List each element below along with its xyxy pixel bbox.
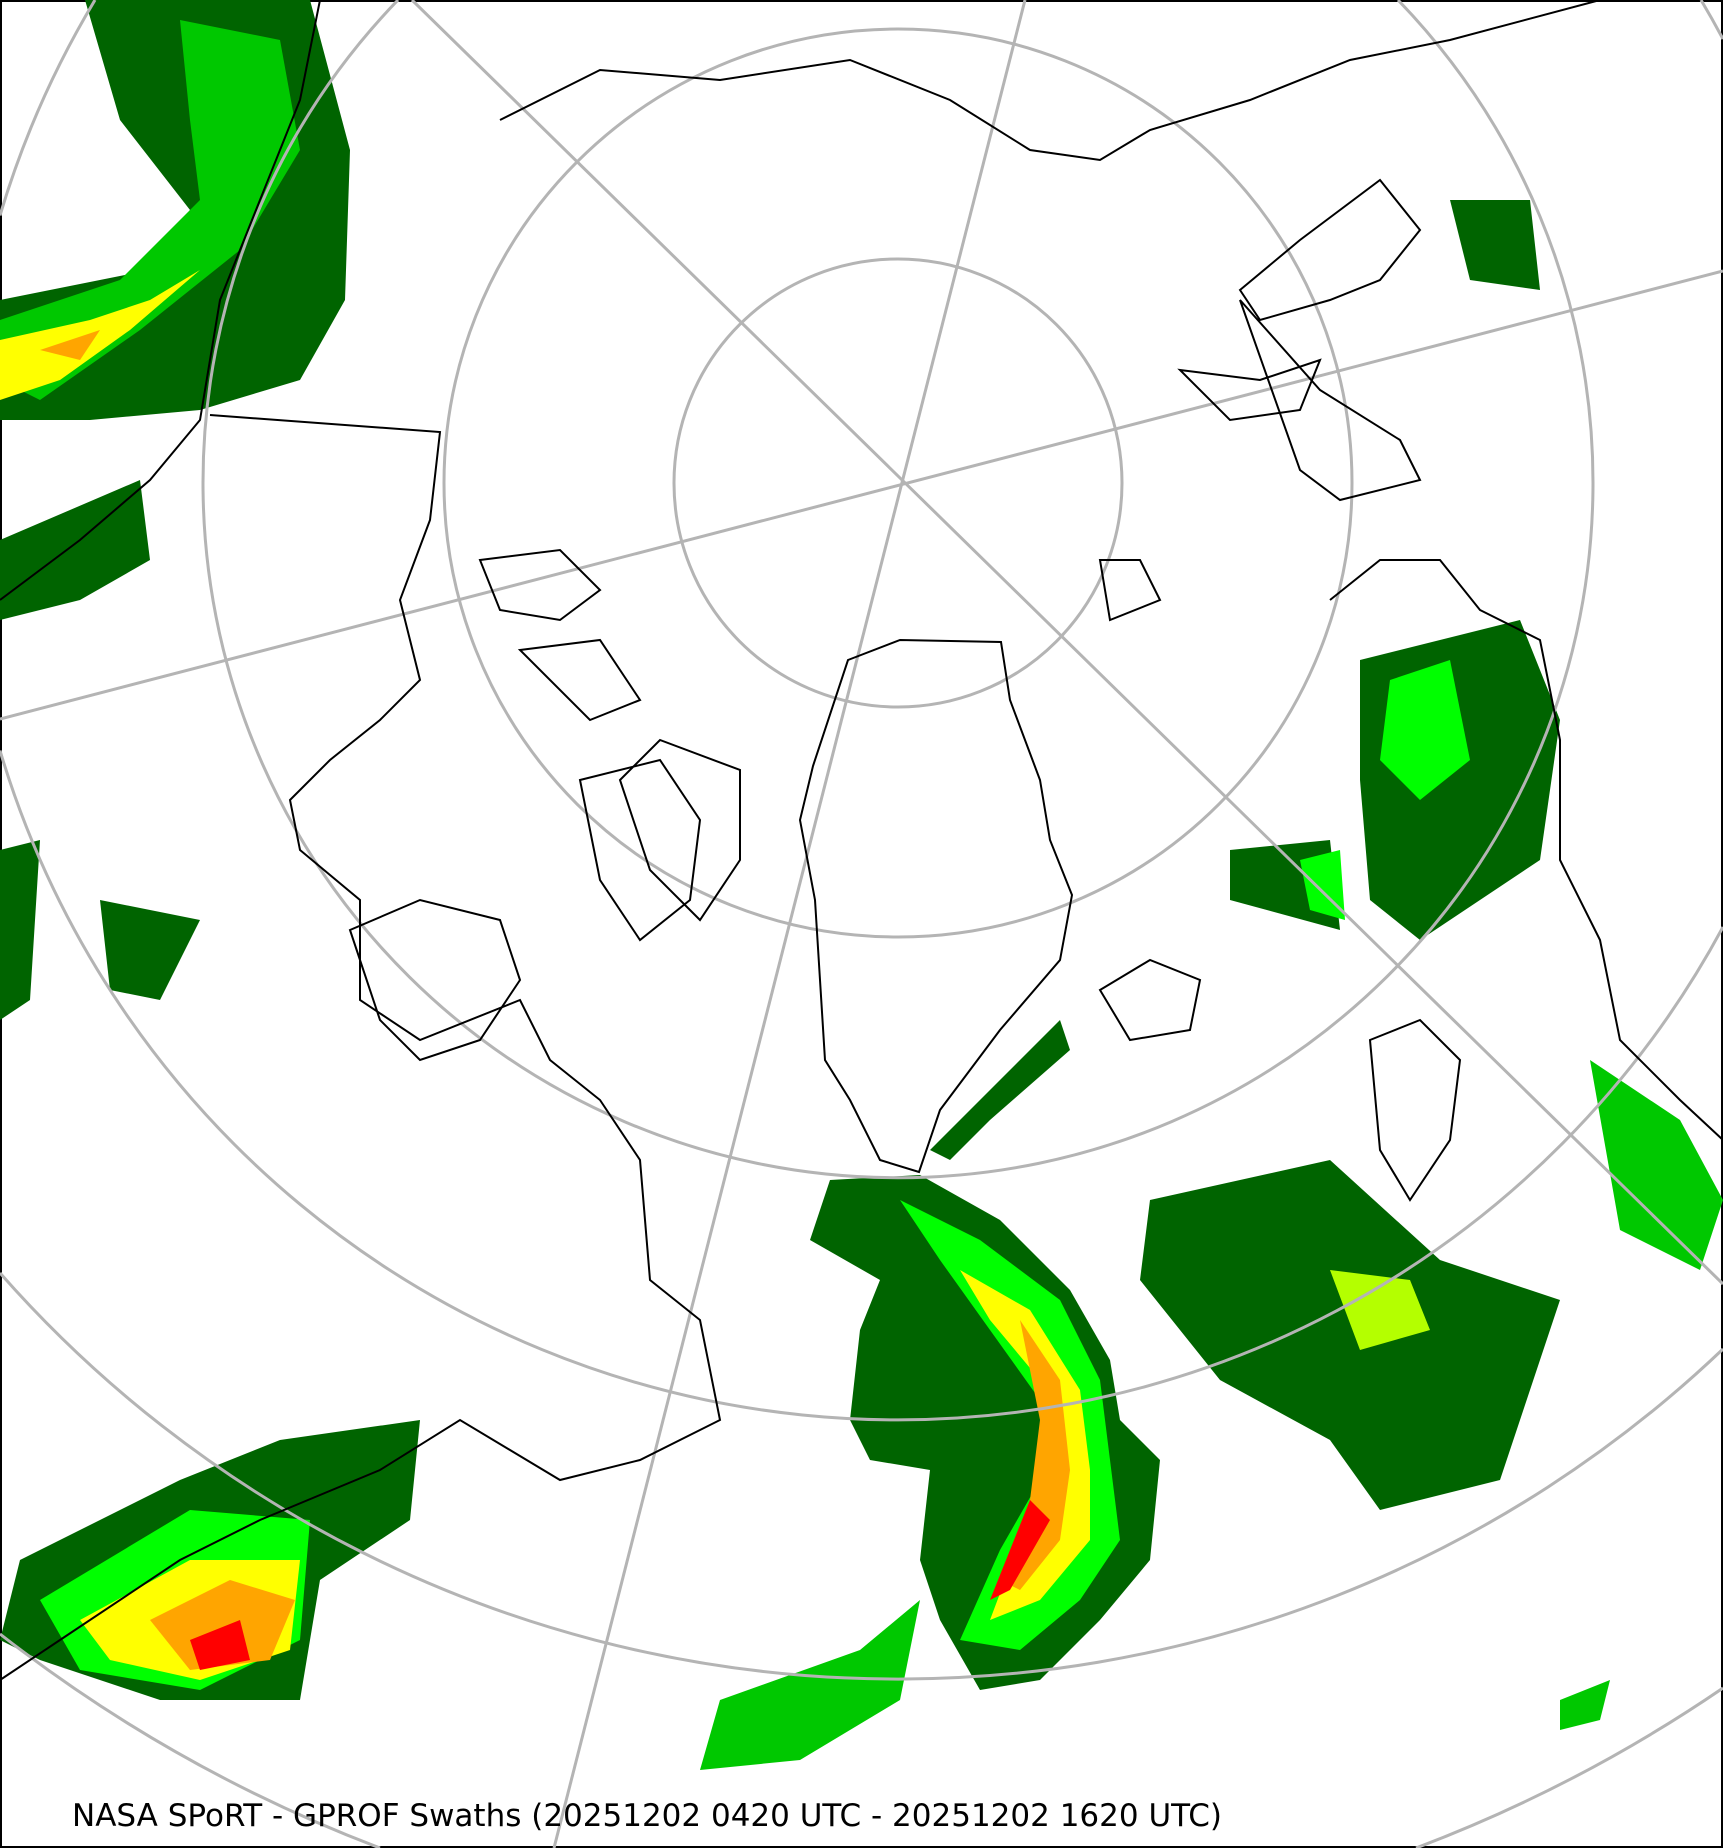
latitude-circle (672, 257, 1124, 709)
latitude-circle (442, 27, 1354, 939)
latitude-circle (0, 1272, 1723, 1681)
svalbard-coast (1098, 559, 1162, 622)
british-isles-coast (1368, 1018, 1462, 1202)
meridian-line (410, 0, 1723, 1286)
coastlines (0, 0, 1723, 1681)
precip-area-greenland-east (930, 1020, 1070, 1160)
europe-coast (1329, 559, 1723, 1141)
precip-area-atlantic-tail (700, 1600, 920, 1770)
north-america-coast (0, 414, 722, 1681)
precip-area-atlantic-storm-vheavy (1000, 1320, 1070, 1590)
precip-area-alaska-heavy (0, 270, 200, 400)
precip-area-europe-mod (1300, 660, 1470, 920)
eurasia-coast (499, 0, 1601, 162)
precip-area-alaska-heavy2 (40, 330, 100, 360)
alaska-coast (0, 0, 321, 601)
precip-area-europe (1230, 200, 1560, 940)
latitude-circle (0, 1632, 1723, 1848)
map-caption: NASA SPoRT - GPROF Swaths (20251202 0420… (72, 1798, 1222, 1834)
scandinavia-coast (1238, 178, 1422, 502)
precipitation-swaths (0, 0, 1723, 1770)
precip-area-n-atlantic-heavy (1330, 1270, 1430, 1350)
meridian-line (552, 0, 1027, 1848)
greenland-coast (798, 638, 1074, 1174)
hudson-bay-coast (348, 898, 522, 1062)
latitude-circle (201, 0, 1595, 1180)
precip-area-us-east-vheavy (150, 1580, 295, 1670)
meridian-line (0, 269, 1723, 721)
novaya-zemlya-coast (1177, 358, 1322, 422)
precip-area-atlantic-storm-extreme (990, 1500, 1050, 1600)
precip-area-us-east-extreme (190, 1620, 250, 1670)
iceland-coast (1098, 958, 1202, 1042)
precip-area-alaska-core (0, 20, 300, 400)
precip-area-med (1560, 1060, 1723, 1730)
precip-area-bc-coast (0, 480, 200, 1020)
canadian-archipelago (478, 548, 741, 942)
precip-area-n-atlantic (1140, 1160, 1560, 1510)
